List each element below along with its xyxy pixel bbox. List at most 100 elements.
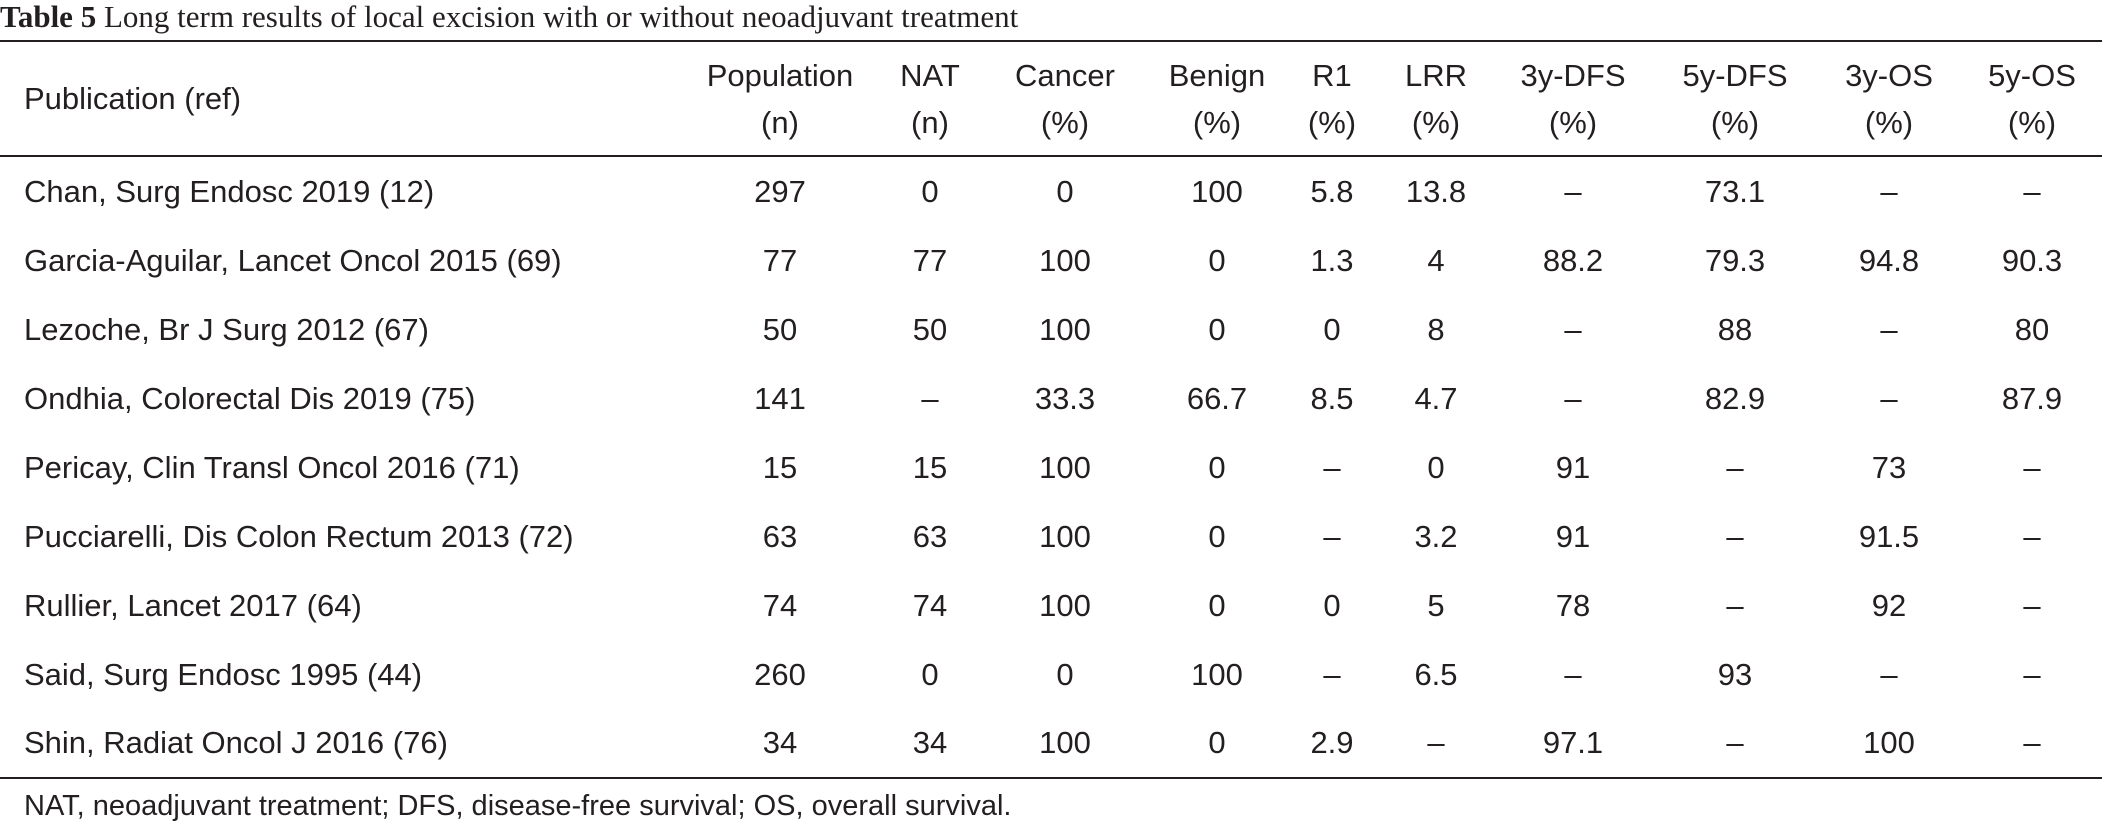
column-header-line2: (n) xyxy=(761,104,799,140)
value-cell: 77 xyxy=(762,242,798,278)
publication-cell: Ondhia, Colorectal Dis 2019 (75) xyxy=(24,380,476,416)
value-cell: 0 xyxy=(1323,311,1341,347)
value-cell: 91 xyxy=(1555,518,1591,554)
column-header-line1: 5y-DFS xyxy=(1682,57,1788,93)
column-header-line1: Cancer xyxy=(1015,57,1115,93)
value-cell: – xyxy=(2023,173,2041,209)
value-cell: 88 xyxy=(1717,311,1753,347)
value-cell: 260 xyxy=(754,656,806,692)
value-cell: – xyxy=(1726,518,1744,554)
value-cell: – xyxy=(1726,587,1744,623)
value-cell: 34 xyxy=(762,725,798,760)
value-cell: 87.9 xyxy=(2001,380,2063,416)
column-header-line1: Publication (ref) xyxy=(24,81,242,116)
table-row: Lezoche, Br J Surg 2012 (67) 50 50 100 0 0 8 – 8… xyxy=(0,295,2102,364)
column-header-3y-os: 3y-OS (%) xyxy=(1816,41,1962,157)
value-cell: – xyxy=(1880,380,1898,416)
value-cell: – xyxy=(1726,725,1744,760)
column-header-line1: 5y-OS xyxy=(1988,57,2076,93)
value-cell: 90.3 xyxy=(2001,242,2063,278)
value-cell: 0 xyxy=(1208,449,1226,485)
publication-cell: Rullier, Lancet 2017 (64) xyxy=(24,587,362,623)
value-cell: 5.8 xyxy=(1310,173,1354,209)
value-cell: 4 xyxy=(1427,242,1445,278)
table-caption-label: Table 5 xyxy=(0,0,97,34)
value-cell: 3.2 xyxy=(1414,518,1458,554)
column-header-nat: NAT (n) xyxy=(880,41,980,157)
value-cell: 73.1 xyxy=(1704,173,1766,209)
value-cell: 0 xyxy=(1208,518,1226,554)
value-cell: 0 xyxy=(1208,725,1226,760)
value-cell: 0 xyxy=(1427,449,1445,485)
publication-cell: Garcia-Aguilar, Lancet Oncol 2015 (69) xyxy=(24,242,562,278)
value-cell: 100 xyxy=(1039,725,1091,760)
table-footnote: NAT, neoadjuvant treatment; DFS, disease… xyxy=(24,790,1012,822)
value-cell: 15 xyxy=(762,449,798,485)
table-row: Rullier, Lancet 2017 (64) 74 74 100 0 0 5 78 – 92… xyxy=(0,571,2102,640)
value-cell: 100 xyxy=(1039,518,1091,554)
value-cell: 4.7 xyxy=(1414,380,1458,416)
column-header-line2: (n) xyxy=(911,104,949,140)
column-header-line1: Population xyxy=(706,57,854,93)
value-cell: 63 xyxy=(762,518,798,554)
value-cell: 80 xyxy=(2014,311,2050,347)
value-cell: 33.3 xyxy=(1034,380,1096,416)
value-cell: – xyxy=(1427,725,1445,760)
table-caption-text: Long term results of local excision with… xyxy=(96,0,1019,34)
value-cell: 34 xyxy=(912,725,948,760)
value-cell: 297 xyxy=(754,173,806,209)
header-row: Publication (ref) Population (n) NAT (n) C… xyxy=(0,41,2102,157)
value-cell: – xyxy=(2023,725,2041,760)
value-cell: – xyxy=(1323,656,1341,692)
value-cell: 63 xyxy=(912,518,948,554)
column-header-5y-os: 5y-OS (%) xyxy=(1962,41,2102,157)
table-row: Pericay, Clin Transl Oncol 2016 (71) 15 15… xyxy=(0,433,2102,502)
column-header-line1: 3y-OS xyxy=(1845,57,1933,93)
value-cell: 8.5 xyxy=(1310,380,1354,416)
column-header-line2: (%) xyxy=(1192,104,1242,140)
column-header-5y-dfs: 5y-DFS (%) xyxy=(1654,41,1816,157)
results-table: Publication (ref) Population (n) NAT (n) C… xyxy=(0,40,2102,779)
value-cell: – xyxy=(1564,380,1582,416)
value-cell: 0 xyxy=(1208,587,1226,623)
value-cell: – xyxy=(1564,173,1582,209)
value-cell: – xyxy=(1880,311,1898,347)
column-header-cancer: Cancer (%) xyxy=(980,41,1150,157)
publication-cell: Lezoche, Br J Surg 2012 (67) xyxy=(24,311,429,347)
value-cell: 50 xyxy=(912,311,948,347)
column-header-line2: (%) xyxy=(1548,104,1598,140)
column-header-benign: Benign (%) xyxy=(1150,41,1284,157)
column-header-line1: NAT xyxy=(900,57,960,93)
value-cell: 100 xyxy=(1039,587,1091,623)
column-header-line2: (%) xyxy=(1864,104,1914,140)
value-cell: 13.8 xyxy=(1405,173,1467,209)
value-cell: 15 xyxy=(912,449,948,485)
value-cell: – xyxy=(1880,656,1898,692)
value-cell: 79.3 xyxy=(1704,242,1766,278)
value-cell: 141 xyxy=(754,380,806,416)
column-header-line1: LRR xyxy=(1404,57,1467,93)
value-cell: 78 xyxy=(1555,587,1591,623)
value-cell: 93 xyxy=(1717,656,1753,692)
publication-cell: Said, Surg Endosc 1995 (44) xyxy=(24,656,423,692)
value-cell: – xyxy=(1323,449,1341,485)
table-row: Ondhia, Colorectal Dis 2019 (75) 141 – 33.3… xyxy=(0,364,2102,433)
publication-cell: Shin, Radiat Oncol J 2016 (76) xyxy=(24,725,448,760)
value-cell: – xyxy=(921,380,939,416)
value-cell: 0 xyxy=(1208,242,1226,278)
column-header-population: Population (n) xyxy=(680,41,880,157)
value-cell: – xyxy=(2023,587,2041,623)
value-cell: 50 xyxy=(762,311,798,347)
table-row: Shin, Radiat Oncol J 2016 (76) 34 34 100 0 2.… xyxy=(0,709,2102,778)
value-cell: – xyxy=(2023,518,2041,554)
table-row: Garcia-Aguilar, Lancet Oncol 2015 (69) 77… xyxy=(0,226,2102,295)
column-header-lrr: LRR (%) xyxy=(1380,41,1492,157)
value-cell: 92 xyxy=(1871,587,1907,623)
publication-cell: Pericay, Clin Transl Oncol 2016 (71) xyxy=(24,449,520,485)
value-cell: 100 xyxy=(1039,449,1091,485)
table-row: Pucciarelli, Dis Colon Rectum 2013 (72) 6… xyxy=(0,502,2102,571)
publication-cell: Chan, Surg Endosc 2019 (12) xyxy=(24,173,435,209)
value-cell: – xyxy=(2023,656,2041,692)
column-header-publication: Publication (ref) xyxy=(0,41,680,157)
value-cell: – xyxy=(1564,311,1582,347)
